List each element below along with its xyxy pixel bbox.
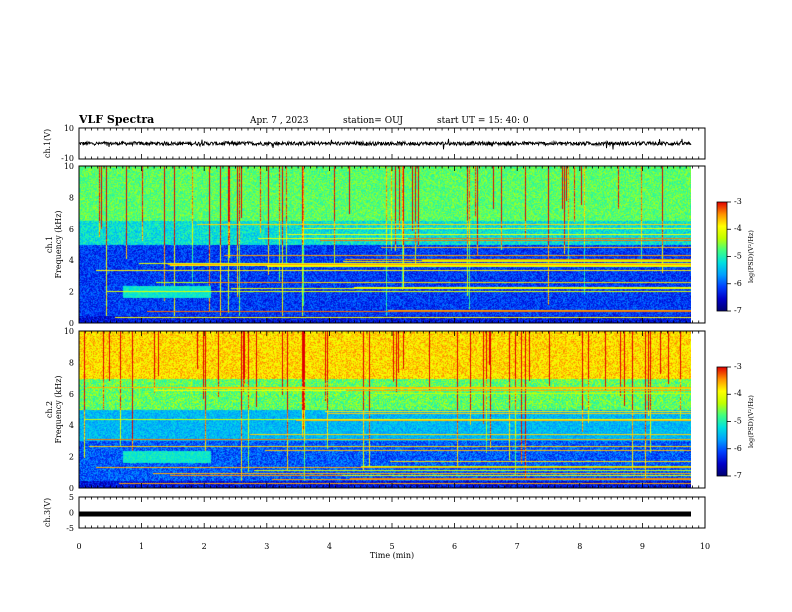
xtick-0: 0 [76, 542, 81, 551]
xtick-1: 1 [139, 542, 144, 551]
ch1-spectrogram-image [79, 166, 691, 323]
ch3-waveform-trace [79, 511, 691, 517]
xtick-8: 8 [577, 542, 582, 551]
ch1-ftick-0: 0 [69, 319, 74, 328]
ch3-waveform-panel: 5 0 -5 ch.3(V) [43, 493, 706, 533]
ch1-colorbar: -3 -4 -5 -6 -7 log(PSD)(V²/Hz) [716, 197, 755, 315]
ch1-ytick-top: 10 [64, 124, 74, 133]
ch2-ftick-8: 8 [69, 359, 74, 368]
cb1-tick-m6: -6 [734, 279, 742, 288]
cb1-tick-m5: -5 [734, 252, 742, 261]
ch1-ftick-10: 10 [64, 162, 74, 171]
ch2-colorbar: -3 -4 -5 -6 -7 log(PSD)(V²/Hz) [716, 362, 755, 480]
cb1-tick-m7: -7 [734, 306, 742, 315]
header-station: station= OUJ [343, 116, 403, 126]
xtick-10: 10 [700, 542, 710, 551]
x-axis-label: Time (min) [370, 551, 414, 560]
xtick-9: 9 [640, 542, 645, 551]
figure-title: VLF Spectra [78, 113, 154, 126]
ch1-ftick-4: 4 [69, 256, 74, 265]
header-date: Apr. 7 , 2023 [249, 116, 309, 126]
ch3-waveform-ylabel: ch.3(V) [43, 498, 52, 527]
ch2-spectrogram-ylabel-line1: ch.2 [45, 401, 54, 418]
xtick-2: 2 [202, 542, 207, 551]
ch3-waveform-ticks [78, 497, 706, 528]
ch2-colorbar-label: log(PSD)(V²/Hz) [747, 395, 755, 448]
cb2-tick-m5: -5 [734, 417, 742, 426]
ch1-ytick-bottom: -10 [61, 154, 74, 163]
ch1-ftick-6: 6 [69, 225, 74, 234]
ch2-spectrogram-panel: 10 8 6 4 2 0 ch.2 Frequency (kHz) [45, 327, 706, 493]
xtick-5: 5 [389, 542, 394, 551]
cb2-tick-m7: -7 [734, 471, 742, 480]
xtick-3: 3 [264, 542, 269, 551]
ch2-spectrogram-ylabel-line2: Frequency (kHz) [54, 375, 63, 443]
ch3-ytick-top: 5 [69, 493, 74, 502]
ch2-ftick-2: 2 [69, 453, 74, 462]
cb1-tick-m4: -4 [734, 224, 742, 233]
cb2-tick-m6: -6 [734, 444, 742, 453]
xtick-6: 6 [452, 542, 457, 551]
time-axis: 0 1 2 3 4 5 6 7 8 9 10 Time (min) [76, 542, 710, 560]
ch1-ftick-8: 8 [69, 194, 74, 203]
ch1-waveform-ylabel: ch.1(V) [43, 129, 52, 158]
ch3-ytick-mid: 0 [69, 509, 74, 518]
ch1-spectrogram-panel: 10 8 6 4 2 0 ch.1 Frequency (kHz) [45, 162, 706, 328]
ch2-colorbar-gradient [716, 366, 728, 477]
ch1-spectrogram-ylabel-line2: Frequency (kHz) [54, 210, 63, 278]
ch2-ftick-0: 0 [69, 484, 74, 493]
ch1-spectrogram-ticks [78, 166, 706, 323]
cb2-tick-m3: -3 [734, 362, 742, 371]
cb2-tick-m4: -4 [734, 389, 742, 398]
ch2-ftick-6: 6 [69, 390, 74, 399]
ch3-ytick-bottom: -5 [66, 524, 74, 533]
cb1-tick-m3: -3 [734, 197, 742, 206]
ch1-ftick-2: 2 [69, 288, 74, 297]
ch1-waveform-ticks [78, 128, 706, 159]
ch1-colorbar-label: log(PSD)(V²/Hz) [747, 230, 755, 283]
ch2-ftick-10: 10 [64, 327, 74, 336]
xtick-4: 4 [327, 542, 332, 551]
header-start-ut: start UT = 15: 40: 0 [437, 116, 529, 126]
ch1-colorbar-gradient [716, 201, 728, 312]
ch1-waveform-trace [78, 138, 692, 150]
ch1-waveform-panel: 10 -10 ch.1(V) [43, 124, 706, 163]
ch2-spectrogram-ticks [78, 331, 706, 488]
ch2-ftick-4: 4 [69, 421, 74, 430]
ch1-spectrogram-ylabel-line1: ch.1 [45, 236, 54, 253]
ch1-waveform-line [78, 138, 692, 150]
ch2-spectrogram-image [79, 331, 691, 488]
xtick-7: 7 [515, 542, 520, 551]
